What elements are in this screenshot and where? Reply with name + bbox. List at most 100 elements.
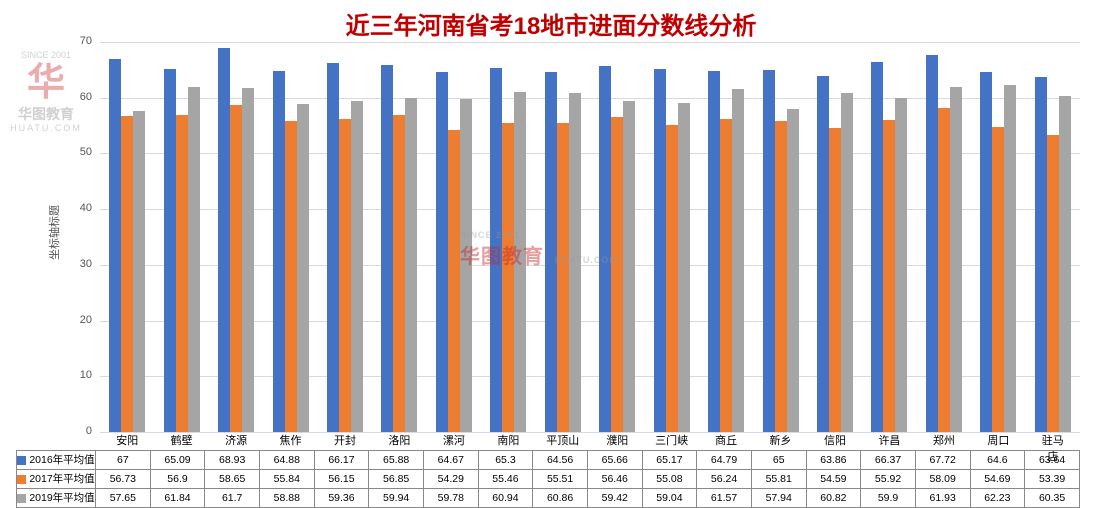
x-tick-label: 平顶山 xyxy=(546,432,579,448)
data-cell: 53.39 xyxy=(1025,470,1080,489)
bar xyxy=(176,115,188,432)
bar xyxy=(164,69,176,432)
x-tick-label: 安阳 xyxy=(116,432,138,448)
data-cell: 61.57 xyxy=(697,489,752,508)
data-cell: 55.46 xyxy=(478,470,533,489)
y-tick: 60 xyxy=(62,91,92,103)
bar xyxy=(339,119,351,432)
data-cell: 56.9 xyxy=(150,470,205,489)
data-cell: 54.69 xyxy=(970,470,1025,489)
data-cell: 66.17 xyxy=(314,451,369,470)
table-row: 2016年平均值6765.0968.9364.8866.1765.8864.67… xyxy=(17,451,1080,470)
y-tick: 30 xyxy=(62,258,92,270)
data-cell: 55.92 xyxy=(861,470,916,489)
data-cell: 55.84 xyxy=(259,470,314,489)
data-cell: 55.51 xyxy=(533,470,588,489)
bar xyxy=(188,87,200,432)
bar xyxy=(393,115,405,432)
x-tick-label: 濮阳 xyxy=(606,432,628,448)
bar xyxy=(926,55,938,432)
bar xyxy=(109,59,121,432)
x-tick-label: 周口 xyxy=(987,432,1009,448)
bar xyxy=(133,111,145,432)
x-tick-label: 新乡 xyxy=(770,432,792,448)
bar xyxy=(992,127,1004,432)
bar xyxy=(121,116,133,432)
wm-url: HUATU.COM xyxy=(6,123,86,134)
data-cell: 58.65 xyxy=(205,470,260,489)
series-name: 2019年平均值 xyxy=(29,492,94,504)
bar xyxy=(829,128,841,432)
wm-center-text: 华图教育 xyxy=(460,246,544,268)
data-cell: 61.84 xyxy=(150,489,205,508)
data-cell: 60.82 xyxy=(806,489,861,508)
data-cell: 59.78 xyxy=(423,489,478,508)
data-cell: 63.64 xyxy=(1025,451,1080,470)
bar xyxy=(708,71,720,432)
bar xyxy=(1004,85,1016,432)
data-cell: 68.93 xyxy=(205,451,260,470)
bar xyxy=(623,101,635,432)
bar xyxy=(351,101,363,432)
x-tick-label: 商丘 xyxy=(715,432,737,448)
bar xyxy=(732,89,744,432)
wm-center-since: SINCE 2001 xyxy=(460,230,618,240)
y-axis-label: 坐标轴标题 xyxy=(46,205,62,260)
data-cell: 65 xyxy=(751,451,806,470)
bar xyxy=(611,117,623,432)
wm-brand: 华图教育 xyxy=(6,106,86,123)
data-cell: 54.59 xyxy=(806,470,861,489)
bar xyxy=(817,76,829,432)
y-tick: 50 xyxy=(62,146,92,158)
x-tick-label: 南阳 xyxy=(497,432,519,448)
bar xyxy=(230,105,242,432)
bar xyxy=(678,103,690,432)
bar xyxy=(1035,77,1047,432)
data-cell: 65.09 xyxy=(150,451,205,470)
data-cell: 63.86 xyxy=(806,451,861,470)
data-cell: 57.94 xyxy=(751,489,806,508)
bar xyxy=(273,71,285,432)
table-row: 2019年平均值57.6561.8461.758.8859.3659.9459.… xyxy=(17,489,1080,508)
bar xyxy=(405,98,417,432)
series-name: 2016年平均值 xyxy=(29,454,94,466)
legend-swatch xyxy=(17,494,26,503)
bar xyxy=(938,108,950,432)
data-cell: 58.88 xyxy=(259,489,314,508)
data-cell: 60.35 xyxy=(1025,489,1080,508)
x-tick-label: 鹤壁 xyxy=(171,432,193,448)
wm-center-url: HUATU.COM xyxy=(555,255,618,265)
bar xyxy=(895,98,907,432)
x-tick-label: 焦作 xyxy=(280,432,302,448)
data-cell: 59.36 xyxy=(314,489,369,508)
data-cell: 64.79 xyxy=(697,451,752,470)
x-tick-label: 漯河 xyxy=(443,432,465,448)
data-cell: 60.94 xyxy=(478,489,533,508)
bar xyxy=(1059,96,1071,432)
data-cell: 66.37 xyxy=(861,451,916,470)
data-cell: 62.23 xyxy=(970,489,1025,508)
bar xyxy=(763,70,775,432)
bar xyxy=(1047,135,1059,432)
chart-title: 近三年河南省考18地市进面分数线分析 xyxy=(0,6,1102,41)
y-tick: 10 xyxy=(62,369,92,381)
bar xyxy=(285,121,297,432)
y-tick: 0 xyxy=(62,425,92,437)
data-cell: 61.93 xyxy=(915,489,970,508)
data-cell: 65.17 xyxy=(642,451,697,470)
x-tick-label: 开封 xyxy=(334,432,356,448)
data-cell: 64.56 xyxy=(533,451,588,470)
data-cell: 65.88 xyxy=(369,451,424,470)
bar xyxy=(502,123,514,432)
bar xyxy=(242,88,254,432)
bar xyxy=(654,69,666,432)
data-cell: 56.73 xyxy=(96,470,151,489)
data-cell: 54.29 xyxy=(423,470,478,489)
data-cell: 55.81 xyxy=(751,470,806,489)
bar xyxy=(218,48,230,432)
legend-swatch xyxy=(17,456,26,465)
data-cell: 56.24 xyxy=(697,470,752,489)
legend-swatch xyxy=(17,475,26,484)
y-tick: 40 xyxy=(62,202,92,214)
bar xyxy=(950,87,962,432)
